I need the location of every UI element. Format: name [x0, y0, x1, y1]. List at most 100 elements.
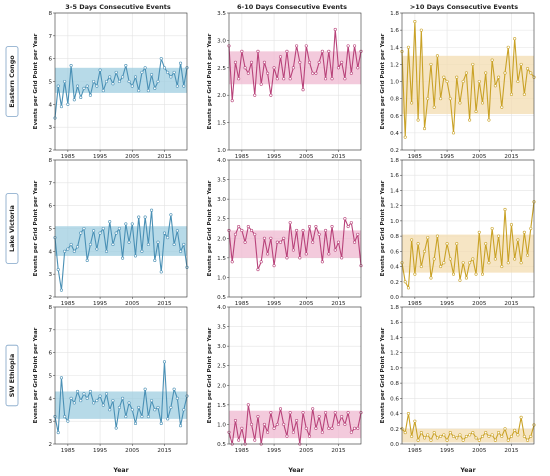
data-point: [429, 276, 433, 280]
x-tick-label: 2015: [504, 448, 519, 454]
data-point: [353, 426, 357, 430]
data-point: [513, 257, 517, 261]
data-point: [88, 93, 92, 97]
data-point: [330, 77, 334, 81]
y-axis-title: Events per Grid Point per Year: [380, 180, 386, 276]
y-axis-title: Events per Grid Point per Year: [380, 33, 386, 129]
y-axis-title: Events per Grid Point per Year: [207, 180, 213, 276]
y-tick-label: 4: [48, 249, 52, 255]
y-tick-label: 1.6: [390, 320, 399, 326]
data-point: [336, 66, 341, 70]
data-point: [448, 97, 452, 101]
data-point: [522, 92, 526, 96]
data-point: [66, 247, 70, 251]
y-tick-label: 1.8: [390, 158, 399, 164]
data-point: [353, 240, 357, 244]
data-point: [529, 434, 533, 438]
y-tick-label: 6: [48, 57, 52, 63]
data-point: [448, 257, 452, 261]
column-title-6-10-days: 6-10 Days Consecutive Events: [237, 3, 347, 11]
data-point: [307, 434, 312, 438]
plot-area: [229, 160, 361, 297]
data-point: [464, 276, 468, 280]
data-point: [487, 434, 491, 438]
data-point: [445, 242, 449, 246]
data-point: [435, 436, 439, 440]
data-point: [275, 422, 279, 426]
data-point: [269, 93, 273, 97]
y-tick-label: 7: [48, 181, 52, 187]
data-point: [233, 418, 237, 423]
data-point: [262, 422, 266, 426]
data-point: [506, 261, 510, 265]
data-point: [111, 82, 115, 86]
data-point: [516, 433, 520, 437]
data-point: [490, 58, 494, 62]
data-point: [314, 71, 318, 75]
row-label-box: [5, 193, 19, 264]
data-point: [127, 401, 131, 405]
data-point: [519, 261, 523, 265]
data-point: [477, 79, 481, 84]
data-point: [509, 223, 514, 227]
data-point: [461, 79, 465, 84]
data-point: [282, 236, 286, 240]
data-point: [108, 220, 112, 224]
data-point: [169, 213, 173, 217]
panel: 2 3 4 5 6 7 8 1985 1995 2005 2015 Events per Grid P…: [33, 11, 189, 160]
plot-area: [402, 160, 534, 297]
data-point: [101, 226, 105, 231]
y-tick-label: 0.4: [390, 412, 399, 418]
x-axis-title-col1: Year: [112, 467, 129, 474]
series-line: [401, 21, 535, 138]
data-point: [269, 236, 273, 240]
data-point: [63, 79, 67, 84]
panel: 0.0 0.2 0.4 0.6 0.8 1.0 1.2 1.4 1.6 1.8 1985 1995 20…: [380, 158, 536, 307]
data-point: [291, 248, 295, 252]
x-tick-label: 1995: [267, 154, 282, 160]
y-tick-label: 2: [48, 295, 52, 301]
y-tick-label: 0.4: [390, 265, 399, 271]
interannual-range-band: [55, 391, 187, 419]
y-tick-label: 0.2: [390, 427, 399, 433]
data-point: [111, 399, 115, 403]
y-tick-label: 1.4: [390, 335, 399, 341]
data-point: [356, 66, 360, 70]
data-point: [230, 260, 234, 264]
y-tick-label: 1.0: [390, 366, 399, 372]
x-tick-label: 1985: [235, 154, 250, 160]
data-point: [237, 77, 241, 81]
x-tick-label: 1985: [235, 301, 250, 307]
data-point: [340, 60, 344, 64]
data-point: [503, 207, 507, 212]
data-point: [474, 272, 478, 276]
data-point: [484, 431, 488, 435]
data-point: [121, 75, 125, 79]
data-point: [59, 105, 63, 109]
data-point: [314, 426, 318, 430]
data-point: [82, 392, 86, 396]
data-point: [403, 280, 407, 284]
data-point: [509, 92, 514, 96]
data-point: [72, 249, 76, 253]
y-tick-label: 1.8: [390, 11, 399, 17]
data-point: [66, 102, 70, 106]
data-point: [429, 438, 433, 442]
data-point: [237, 438, 241, 442]
x-tick-label: 2015: [331, 448, 346, 454]
data-point: [146, 415, 150, 419]
data-point: [327, 426, 331, 430]
y-tick-label: 0.6: [390, 114, 399, 120]
data-point: [156, 240, 160, 244]
y-tick-label: 3.0: [217, 344, 226, 350]
y-tick-label: 6: [48, 204, 52, 210]
data-point: [493, 84, 497, 88]
y-tick-label: 0.5: [217, 295, 226, 301]
data-point: [269, 411, 273, 415]
data-point: [471, 257, 475, 261]
data-point: [451, 434, 456, 438]
y-tick-label: 1.2: [390, 62, 399, 68]
data-point: [95, 247, 99, 251]
data-point: [104, 392, 109, 396]
x-tick-label: 1985: [408, 154, 423, 160]
